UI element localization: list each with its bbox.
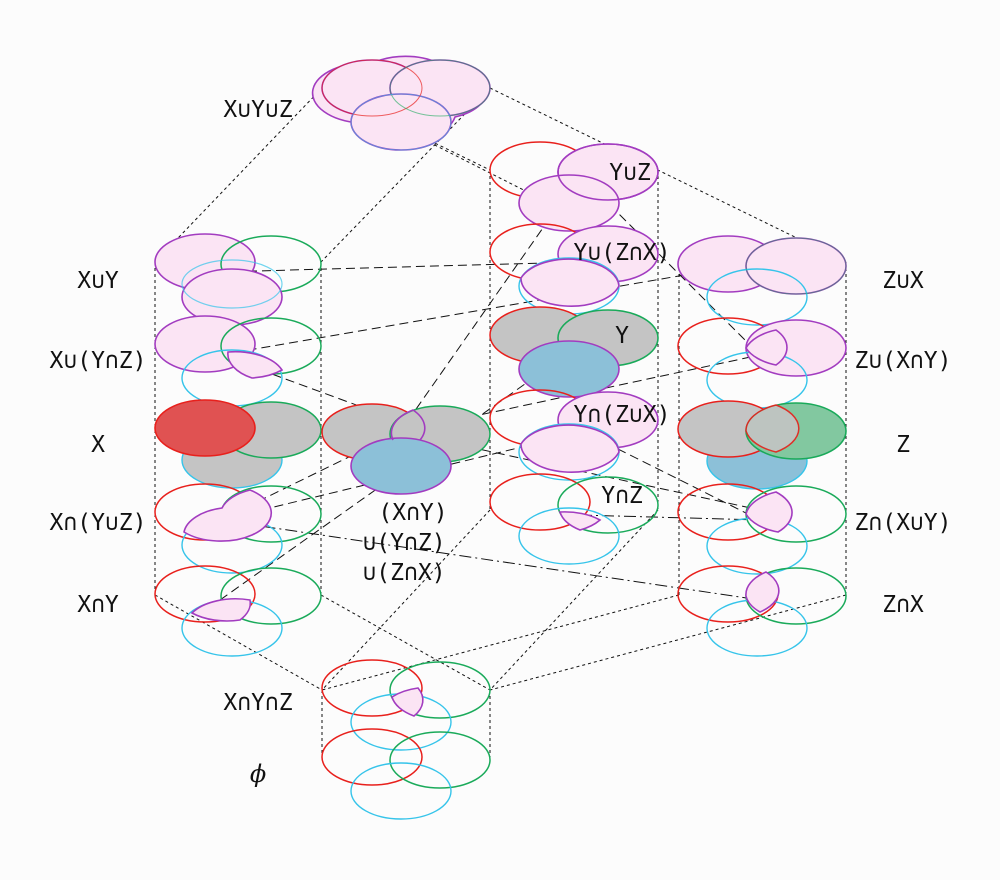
label-yu-zx: Y∪(Z∩X)	[574, 240, 671, 266]
node-xny	[154, 565, 322, 657]
node-zu-xny	[677, 317, 847, 409]
label-xn-yuz: X∩(Y∪Z)	[50, 510, 147, 536]
node-empty	[321, 728, 491, 820]
label-y: Y	[615, 323, 629, 349]
node-median	[321, 403, 491, 495]
node-z	[677, 400, 847, 490]
node-xu-ynz	[154, 315, 322, 407]
label-xu-ynz: X∪(Y∩Z)	[50, 348, 147, 374]
label-ynz: Y∩Z	[601, 483, 643, 509]
node-xuy	[154, 233, 322, 326]
label-xuy: X∪Y	[77, 268, 119, 294]
label-empty-set: ϕ	[250, 760, 266, 788]
label-z: Z	[896, 432, 910, 458]
label-znx: Z∩X	[882, 592, 924, 618]
node-xuyuz	[311, 55, 491, 151]
node-yu-zx	[489, 223, 659, 315]
label-median-3: ∪(Z∩X)	[362, 560, 445, 586]
label-median-1: (X∩Y)	[378, 500, 447, 526]
label-xny: X∩Y	[77, 592, 119, 618]
label-xnynz: X∩Y∩Z	[223, 690, 292, 716]
label-median-2: ∪(Y∩Z)	[362, 530, 445, 556]
label-yn-zux: Y∩(Z∪X)	[574, 402, 671, 428]
node-yuz	[489, 141, 659, 232]
label-zu-xny: Z∪(X∩Y)	[855, 348, 952, 374]
node-xn-yuz	[154, 483, 322, 574]
node-ynz	[489, 473, 659, 565]
label-yuz: Y∪Z	[609, 160, 651, 186]
node-zn-xuy	[677, 483, 847, 575]
label-zux: Z∪X	[882, 268, 924, 294]
label-xuyuz: X∪Y∪Z	[223, 97, 292, 123]
node-yn-zux	[489, 389, 659, 481]
node-y	[489, 306, 659, 398]
node-x	[154, 399, 322, 489]
node-xnynz	[321, 659, 491, 751]
label-zn-xuy: Z∩(X∪Y)	[855, 510, 952, 536]
label-x: X	[91, 432, 105, 458]
node-zux	[677, 235, 847, 326]
node-znx	[677, 565, 847, 657]
